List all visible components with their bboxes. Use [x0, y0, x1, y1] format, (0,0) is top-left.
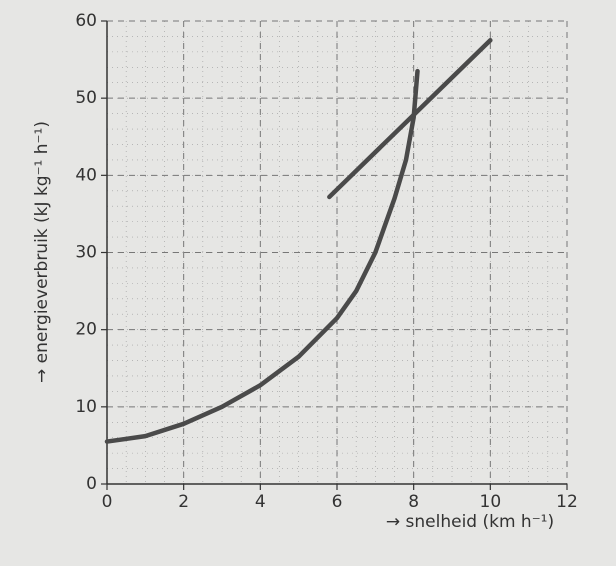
x-axis-label: → snelheid (km h⁻¹) [386, 512, 554, 532]
data-line [104, 68, 420, 444]
y-tick-label: 40 [75, 165, 97, 185]
y-tick-label: 30 [75, 243, 97, 263]
y-axis-label: → energieverbruik (kJ kg⁻¹ h⁻¹) [32, 121, 52, 383]
x-tick-label: 10 [480, 492, 502, 512]
data-line [327, 38, 493, 200]
x-tick-label: 12 [556, 492, 578, 512]
y-tick-label: 10 [75, 397, 97, 417]
y-tick-label: 60 [75, 11, 97, 31]
y-tick-label: 20 [75, 320, 97, 340]
y-tick-label: 0 [86, 474, 97, 494]
x-tick-label: 4 [255, 492, 266, 512]
x-tick-label: 0 [102, 492, 113, 512]
x-tick-label: 8 [408, 492, 419, 512]
x-tick-label: 6 [332, 492, 343, 512]
y-tick-label: 50 [75, 88, 97, 108]
x-tick-label: 2 [178, 492, 189, 512]
